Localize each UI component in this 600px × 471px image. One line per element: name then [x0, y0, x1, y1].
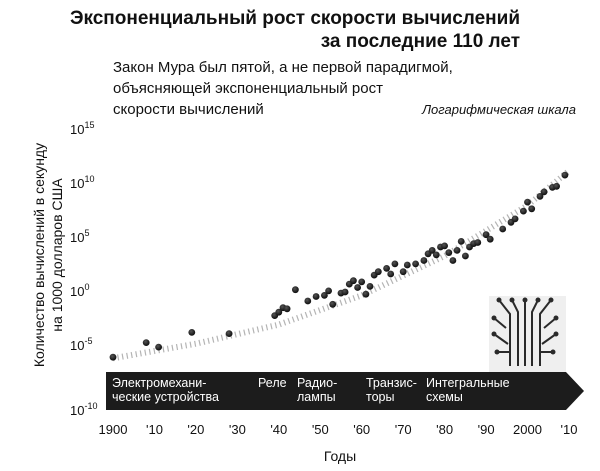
data-point	[511, 215, 519, 223]
era-labels: Электромехани- ческие устройства Реле Ра…	[112, 376, 513, 404]
era-label: Электромехани- ческие устройства	[112, 376, 219, 404]
data-point	[432, 251, 440, 259]
chart-title-line-1: Экспоненциальный рост скорости вычислени…	[70, 8, 520, 29]
y-axis-title-line-2: на 1000 долларов США	[49, 178, 65, 332]
data-point	[449, 257, 457, 264]
data-point	[329, 300, 337, 308]
x-tick-labels: 1900 '10 '20 '30 '40 '50 '60 '70 '80 '90 2000 '10	[99, 422, 578, 437]
data-point	[312, 293, 320, 300]
data-point	[362, 290, 370, 298]
data-point	[441, 242, 448, 250]
data-point	[457, 238, 465, 245]
data-point	[561, 171, 569, 179]
data-points	[109, 171, 569, 361]
y-tick-label: 10-10	[70, 401, 97, 418]
data-point	[366, 283, 374, 290]
x-tick-label: '70	[395, 422, 412, 437]
data-point	[292, 286, 299, 294]
data-point	[354, 284, 361, 291]
data-point	[275, 308, 283, 316]
data-point	[486, 235, 494, 243]
data-point	[445, 249, 453, 256]
data-point	[341, 288, 349, 296]
data-point	[283, 305, 291, 313]
data-point	[403, 261, 411, 269]
log-scale-note: Логарифмическая шкала	[421, 102, 576, 117]
y-tick-labels: 1015 1010 105 100 10-5 10-10	[70, 120, 97, 418]
data-point	[155, 343, 163, 351]
chart-subtitle-line-3: скорости вычислений	[113, 101, 264, 118]
data-point	[383, 265, 390, 272]
data-point	[387, 270, 395, 278]
y-axis-title-line-1: Количество вычислений в секунду	[31, 143, 47, 367]
data-point	[420, 257, 428, 264]
circuit-icon	[489, 296, 566, 372]
data-point	[321, 292, 328, 299]
y-tick-label: 1015	[70, 120, 94, 137]
data-point	[391, 260, 399, 268]
y-tick-label: 100	[70, 282, 89, 299]
data-point	[358, 278, 366, 286]
x-tick-label: '80	[436, 422, 453, 437]
era-label: Интегральные схемы	[426, 376, 513, 404]
era-label: Реле	[258, 376, 287, 390]
data-point	[553, 182, 560, 190]
data-point	[528, 205, 536, 213]
data-point	[524, 198, 531, 206]
x-tick-label: '20	[187, 422, 204, 437]
x-tick-label: 1900	[99, 422, 128, 437]
data-point	[412, 260, 419, 268]
y-tick-label: 1010	[70, 174, 94, 191]
y-tick-label: 105	[70, 228, 89, 245]
data-point	[188, 329, 196, 336]
y-axis-title: Количество вычислений в секунду на 1000 …	[31, 143, 65, 367]
y-tick-label: 10-5	[70, 336, 92, 353]
data-point	[109, 353, 117, 361]
x-tick-label: 2000	[513, 422, 542, 437]
x-tick-label: '50	[312, 422, 329, 437]
x-tick-label: '10	[561, 422, 578, 437]
data-point	[399, 268, 407, 276]
data-point	[374, 268, 382, 276]
era-timeline-band	[106, 372, 584, 410]
data-point	[540, 188, 548, 196]
data-point	[304, 297, 312, 305]
data-point	[142, 339, 150, 346]
data-point	[462, 252, 469, 260]
data-point	[453, 247, 461, 254]
era-label: Транзис- торы	[366, 376, 420, 404]
x-tick-label: '60	[353, 422, 370, 437]
x-tick-label: '40	[270, 422, 287, 437]
data-point	[428, 247, 436, 254]
era-label: Радио- лампы	[297, 376, 341, 404]
data-point	[325, 287, 332, 295]
data-point	[536, 193, 544, 200]
data-point	[482, 231, 490, 239]
data-point	[520, 207, 527, 215]
data-point	[350, 277, 357, 285]
chart-title-line-2: за последние 110 лет	[321, 31, 520, 52]
data-point	[499, 225, 507, 233]
chart-subtitle-line-1: Закон Мура был пятой, а не первой паради…	[113, 59, 453, 76]
x-axis-title: Годы	[324, 448, 356, 464]
x-tick-label: '90	[478, 422, 495, 437]
data-point	[225, 330, 233, 337]
x-tick-label: '10	[146, 422, 163, 437]
x-tick-label: '30	[229, 422, 246, 437]
data-point	[474, 239, 482, 246]
chart-subtitle-line-2: объясняющей экспоненциальный рост	[113, 80, 383, 97]
